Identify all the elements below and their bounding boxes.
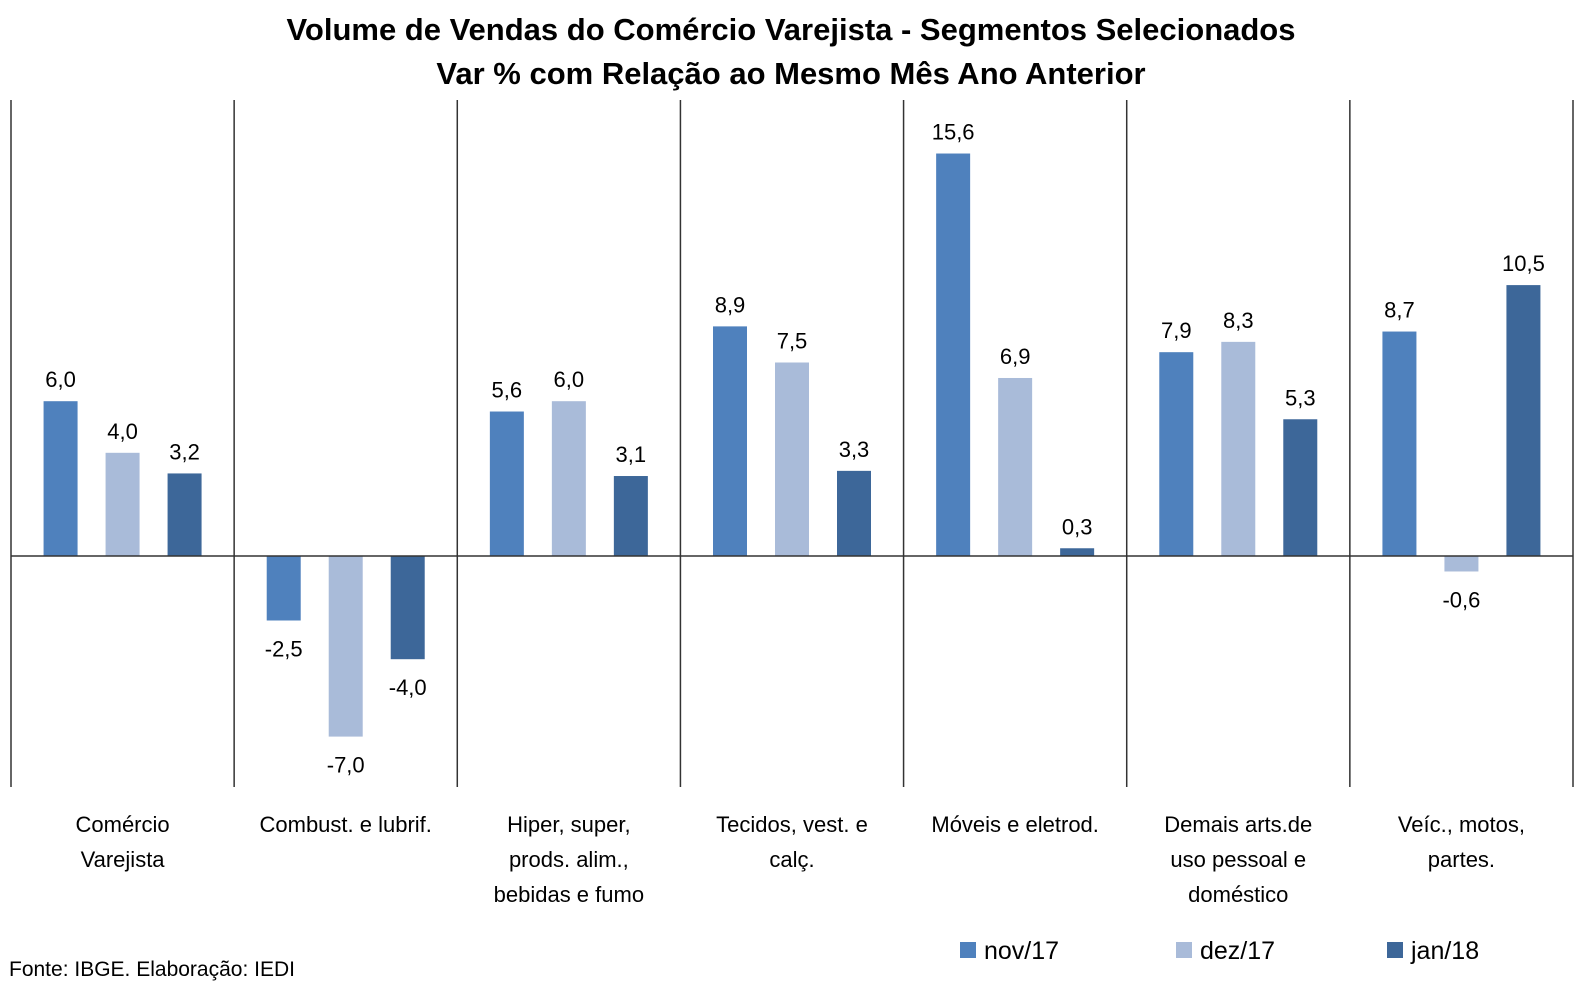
value-labels-group: 6,0 -2,5 5,6 8,9 15,6 7,9 8,7 4,0 -7,0 6,0 7,5 6,9 8…: [45, 120, 1545, 778]
data-label: 0,3: [1062, 514, 1093, 539]
chart-subtitle: Var % com Relação ao Mesmo Mês Ano Anter…: [436, 56, 1145, 91]
data-label: -4,0: [389, 675, 427, 700]
data-label: -0,6: [1442, 587, 1480, 612]
bar: [43, 401, 78, 556]
category-dividers: [10, 100, 1574, 787]
category-label: partes.: [1428, 847, 1495, 872]
data-label: -7,0: [327, 753, 365, 778]
bar: [1221, 341, 1256, 556]
category-label: prods. alim.,: [509, 847, 629, 872]
category-label: Veíc., motos,: [1398, 812, 1525, 837]
bar: [1283, 419, 1318, 556]
data-label: 6,9: [1000, 344, 1031, 369]
data-label: 8,7: [1384, 298, 1415, 323]
data-label: 3,3: [839, 437, 870, 462]
data-label: 5,6: [492, 378, 523, 403]
category-label: Varejista: [81, 847, 166, 872]
bar: [713, 326, 747, 556]
data-label: -2,5: [265, 637, 303, 662]
data-label: 7,5: [777, 329, 808, 354]
bar: [390, 556, 425, 660]
bar: [613, 476, 648, 556]
legend-swatch: [1387, 942, 1403, 958]
data-label: 6,0: [45, 367, 76, 392]
legend-label: dez/17: [1200, 937, 1275, 965]
category-label: Combust. e lubrif.: [260, 812, 432, 837]
bar: [105, 452, 140, 556]
data-label: 8,9: [715, 292, 746, 317]
legend-label: nov/17: [984, 937, 1059, 965]
data-label: 3,2: [169, 439, 200, 464]
category-label: Demais arts.de: [1164, 812, 1312, 837]
bar: [1444, 556, 1479, 572]
bar: [1382, 331, 1417, 556]
legend: nov/17 dez/17 jan/18: [960, 937, 1479, 965]
data-label: 10,5: [1502, 251, 1545, 276]
legend-swatch: [1176, 942, 1192, 958]
source-note: Fonte: IBGE. Elaboração: IEDI: [9, 958, 295, 981]
chart-title: Volume de Vendas do Comércio Varejista -…: [287, 12, 1296, 47]
legend-swatch: [960, 942, 976, 958]
category-label: Tecidos, vest. e: [716, 812, 868, 837]
category-label: doméstico: [1188, 882, 1288, 907]
data-label: 5,3: [1285, 385, 1316, 410]
category-label: uso pessoal e: [1170, 847, 1306, 872]
bars-group: [43, 153, 1541, 737]
data-label: 4,0: [107, 419, 138, 444]
category-label: Comércio: [76, 812, 170, 837]
bar: [551, 401, 586, 556]
data-label: 8,3: [1223, 308, 1254, 333]
category-label: Móveis e eletrod.: [931, 812, 1099, 837]
bar: [775, 362, 809, 556]
bar: [489, 411, 524, 556]
bar: [837, 470, 871, 556]
bar: [998, 377, 1033, 556]
category-label: Hiper, super,: [507, 812, 631, 837]
bar: [1159, 352, 1194, 556]
bar: [266, 556, 301, 621]
data-label: 6,0: [554, 367, 585, 392]
data-label: 3,1: [616, 442, 647, 467]
bar: [167, 473, 202, 556]
data-label: 7,9: [1161, 318, 1192, 343]
bar: [1506, 285, 1541, 556]
bar: [328, 556, 363, 737]
category-label: calç.: [769, 847, 814, 872]
legend-label: jan/18: [1410, 937, 1479, 965]
bar: [936, 153, 971, 556]
bar: [1060, 548, 1095, 556]
data-label: 15,6: [932, 120, 975, 145]
category-labels-group: Comércio Varejista Combust. e lubrif. Hiper…: [76, 812, 1526, 907]
category-label: bebidas e fumo: [494, 882, 644, 907]
